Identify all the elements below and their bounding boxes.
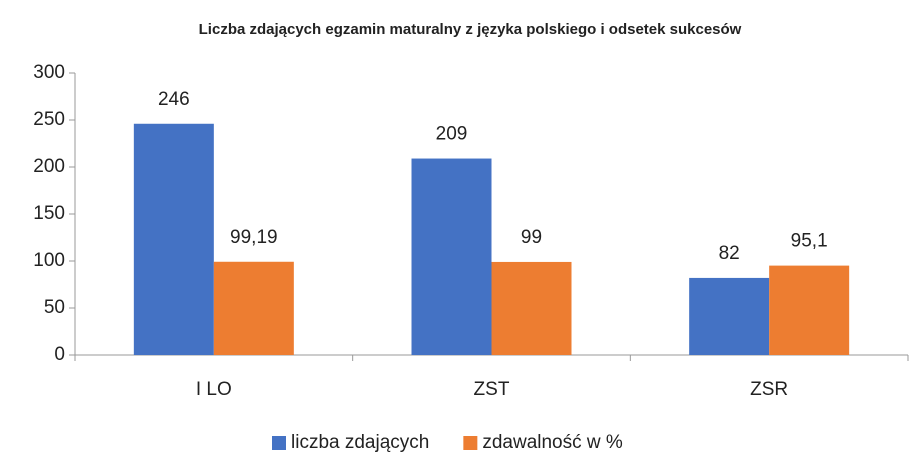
data-label: 209 [436, 124, 468, 145]
legend-swatch [272, 436, 286, 450]
y-tick-label: 150 [33, 203, 65, 224]
bar [769, 265, 850, 355]
legend-swatch [463, 436, 478, 450]
y-tick-label: 0 [54, 344, 65, 365]
data-label: 82 [719, 243, 740, 264]
legend-label: zdawalność w % [482, 432, 623, 453]
y-tick-label: 200 [33, 156, 65, 177]
data-label: 95,1 [791, 231, 828, 252]
legend-label: liczba zdających [291, 432, 429, 453]
y-tick-label: 50 [44, 297, 65, 318]
bar [213, 261, 294, 355]
data-label: 99 [521, 227, 542, 248]
bar [689, 277, 770, 355]
bar [491, 261, 572, 355]
x-tick-label: ZSR [750, 379, 788, 400]
y-tick-label: 300 [33, 62, 65, 83]
y-tick-label: 250 [33, 109, 65, 130]
data-label: 246 [158, 89, 190, 110]
bar [133, 123, 214, 355]
x-tick-label: I LO [196, 379, 232, 400]
data-label: 99,19 [230, 227, 278, 248]
x-tick-label: ZST [474, 379, 510, 400]
chart-title: Liczba zdających egzamin maturalny z jęz… [199, 21, 742, 38]
bar [411, 158, 492, 355]
y-tick-label: 100 [33, 250, 65, 271]
